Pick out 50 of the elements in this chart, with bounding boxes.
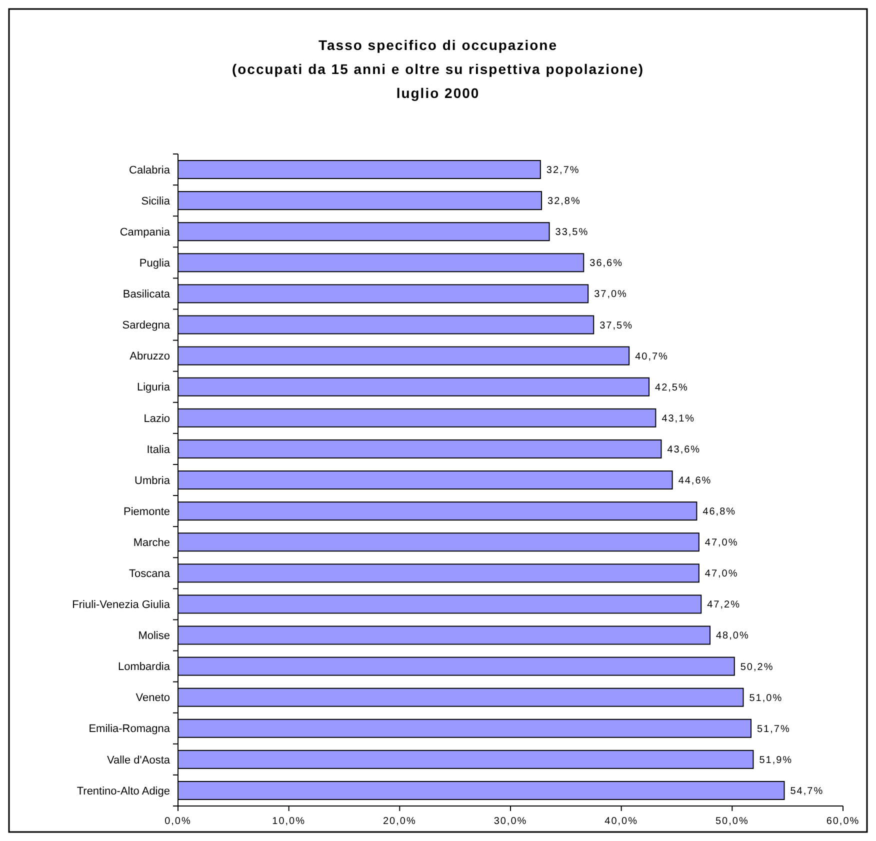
data-label: 48,0% [716,630,750,642]
y-tick-label: Veneto [136,692,170,704]
data-label: 43,6% [667,444,701,456]
x-tick-label: 40,0% [604,816,638,827]
y-tick-label: Trentino-Alto Adige [76,785,170,798]
y-tick-label: Abruzzo [130,350,170,363]
data-label: 46,8% [702,506,736,518]
y-tick-label: Friuli-Venezia Giulia [72,599,171,612]
data-label: 44,6% [678,476,712,486]
y-tick-label: Lazio [144,412,170,425]
x-tick-label: 50,0% [715,816,749,827]
data-label: 47,0% [704,538,738,549]
y-tick-label: Umbria [134,474,171,487]
data-label: 50,2% [740,662,774,673]
data-label: 32,8% [548,196,581,208]
data-label: 40,7% [635,351,668,362]
data-label: 37,5% [600,320,633,332]
data-label: 36,6% [590,258,624,270]
y-tick-label: Puglia [139,258,171,270]
chart-title: Tasso specifico di occupazione (occupati da 15 anni e oltre su rispettiva popolazione) luglio 2000 [232,37,644,101]
data-label: 51,7% [757,724,790,735]
y-tick-label: Marche [133,536,170,549]
y-tick-label: Liguria [136,382,171,394]
data-label: 51,0% [749,692,783,704]
x-tick-label: 60,0% [826,816,860,827]
data-label: 42,5% [655,382,688,394]
data-label: 37,0% [594,289,628,300]
y-tick-label: Basilicata [122,288,171,301]
y-tick-label: Sicilia [141,195,171,208]
data-label: 43,1% [662,413,696,424]
data-label: 51,9% [759,754,793,766]
y-tick-label: Emilia-Romagna [88,723,171,736]
y-tick-label: Calabria [129,164,171,176]
x-tick-label: 20,0% [382,816,416,827]
y-tick-label: Toscana [129,568,171,580]
y-tick-label: Lombardia [118,661,171,674]
x-tick-label: 10,0% [272,816,306,827]
y-tick-label: Molise [138,630,170,642]
x-tick-label: 0,0% [164,816,192,827]
y-tick-label: Piemonte [124,506,170,518]
y-tick-label: Valle d'Aosta [106,754,171,766]
data-label: 54,7% [790,786,824,797]
y-tick-label: Campania [120,226,171,238]
data-label: 33,5% [555,227,589,238]
data-label: 47,2% [707,600,740,611]
data-label: 32,7% [546,165,580,176]
y-tick-label: Sardegna [122,320,171,332]
x-tick-label: 30,0% [494,816,528,827]
data-label: 47,0% [704,568,738,580]
y-tick-label: Italia [146,444,171,456]
